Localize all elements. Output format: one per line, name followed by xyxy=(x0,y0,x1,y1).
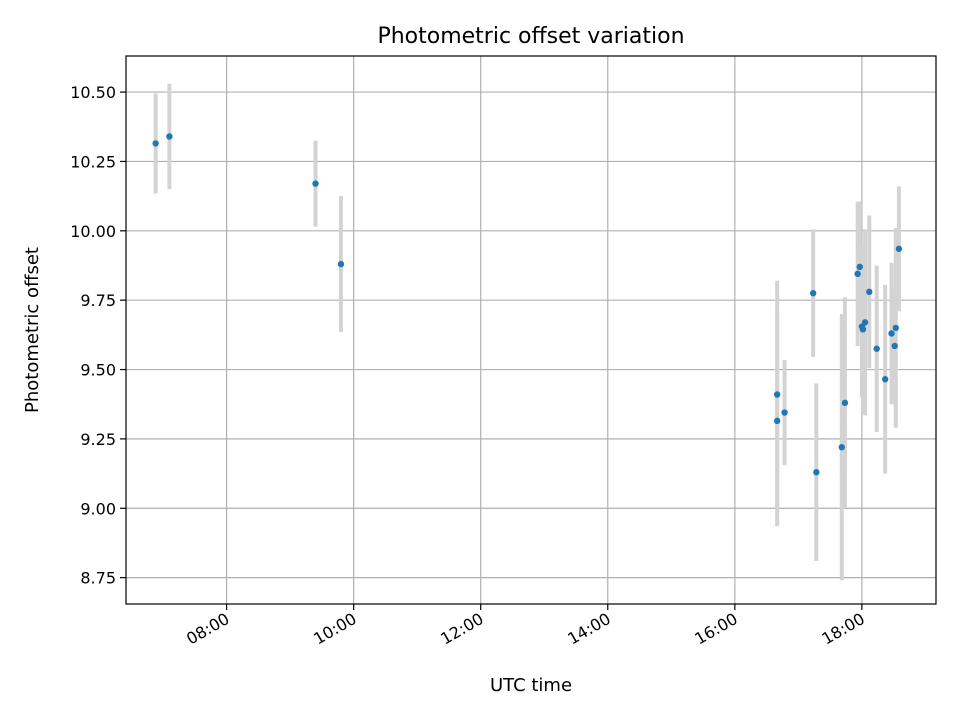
data-point xyxy=(856,263,863,271)
data-point xyxy=(861,319,869,326)
y-tick-label: 10.25 xyxy=(70,152,116,171)
data-point xyxy=(895,245,903,253)
data-point xyxy=(781,409,788,416)
data-point xyxy=(773,417,781,425)
y-tick-label: 9.00 xyxy=(80,499,116,518)
data-point xyxy=(337,260,345,268)
data-point xyxy=(841,399,849,407)
y-tick-label: 10.00 xyxy=(70,222,116,241)
data-point xyxy=(873,345,880,352)
data-point xyxy=(881,376,889,383)
y-tick-label: 9.50 xyxy=(80,361,116,380)
y-tick-label: 9.75 xyxy=(80,291,116,310)
y-tick-label: 10.50 xyxy=(70,83,116,102)
data-point xyxy=(859,326,867,333)
data-point xyxy=(813,469,820,476)
data-point xyxy=(892,324,899,332)
point-layer xyxy=(152,133,903,476)
data-point xyxy=(773,391,781,398)
data-point xyxy=(152,140,159,147)
data-point xyxy=(866,288,873,296)
data-point xyxy=(854,270,861,278)
data-point xyxy=(838,444,845,451)
y-tick-label: 8.75 xyxy=(80,569,116,588)
data-point xyxy=(312,180,319,187)
chart-title: Photometric offset variation xyxy=(377,24,684,49)
data-point xyxy=(888,330,895,337)
data-point xyxy=(166,133,173,140)
y-tick-label: 9.25 xyxy=(80,430,116,449)
data-point xyxy=(891,342,898,350)
x-axis-label: UTC time xyxy=(490,675,572,696)
data-point xyxy=(809,290,817,297)
plot-frame xyxy=(125,55,937,605)
y-axis-label: Photometric offset xyxy=(22,247,43,413)
